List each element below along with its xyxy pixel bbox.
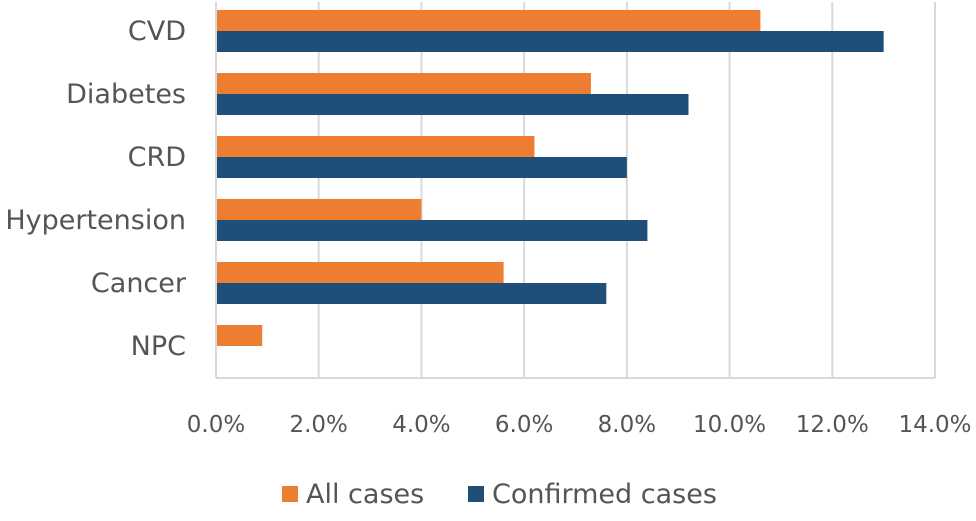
bar-all-cases [216, 10, 761, 31]
category-label: NPC [131, 331, 186, 362]
x-tick-label: 10.0% [693, 412, 766, 438]
bar-all-cases [216, 325, 263, 346]
legend-swatch [282, 486, 298, 502]
bar-confirmed-cases [216, 283, 607, 304]
category-label: CRD [128, 142, 186, 173]
axes: 0.0% 2.0% 4.0% 6.0% 8.0% 10.0% 12.0% 14.0% CVD Di… [5, 2, 972, 438]
category-label: Hypertension [5, 205, 186, 236]
x-tick-label: 0.0% [187, 412, 245, 438]
bar-confirmed-cases [216, 157, 627, 178]
x-tick-label: 6.0% [495, 412, 553, 438]
x-tick-label: 4.0% [392, 412, 450, 438]
bar-confirmed-cases [216, 31, 884, 52]
bar-all-cases [216, 199, 422, 220]
x-tick-label: 14.0% [898, 412, 971, 438]
bars [216, 10, 884, 346]
x-tick-label: 12.0% [796, 412, 869, 438]
legend-label: Confirmed cases [492, 479, 717, 510]
x-tick-label: 8.0% [598, 412, 656, 438]
legend: All cases Confirmed cases [282, 479, 717, 510]
bar-all-cases [216, 136, 535, 157]
gridlines [317, 2, 936, 378]
category-label: CVD [128, 16, 186, 47]
bar-all-cases [216, 262, 504, 283]
x-tick-label: 2.0% [289, 412, 347, 438]
bar-confirmed-cases [216, 220, 648, 241]
bar-confirmed-cases [216, 94, 689, 115]
category-label: Diabetes [66, 79, 186, 110]
legend-label: All cases [306, 479, 424, 510]
legend-swatch [468, 486, 484, 502]
bar-all-cases [216, 73, 591, 94]
category-label: Cancer [91, 268, 187, 299]
